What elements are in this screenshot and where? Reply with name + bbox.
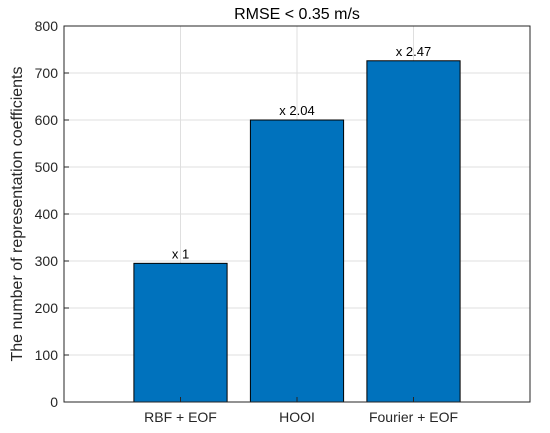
x-tick-label: HOOI [279,409,315,425]
y-tick-label: 600 [35,112,59,128]
y-tick-label: 0 [50,394,58,410]
x-tick-label: Fourier + EOF [369,409,458,425]
y-tick-label: 100 [35,347,59,363]
data-labels: x 1 x 2.04 x 2.47 [172,44,431,262]
data-label: x 1 [172,246,189,261]
data-label: x 2.47 [396,44,431,59]
y-tick-label: 500 [35,159,59,175]
bar [249,119,345,403]
y-tick-label: 800 [35,18,59,34]
y-tick-label: 400 [35,206,59,222]
x-tick-label: RBF + EOF [144,409,217,425]
data-label: x 2.04 [279,103,314,118]
bar [366,60,461,403]
bars [133,60,461,403]
bar [133,262,228,403]
chart-title: RMSE < 0.35 m/s [234,6,360,23]
y-axis-ticks: 0 100 200 300 400 500 600 700 800 [35,18,69,410]
x-axis-ticks: RBF + EOF HOOI Fourier + EOF [144,397,458,425]
y-tick-label: 700 [35,65,59,81]
y-tick-label: 200 [35,300,59,316]
y-axis-title: The number of representation coefficient… [9,67,26,362]
y-tick-label: 300 [35,253,59,269]
